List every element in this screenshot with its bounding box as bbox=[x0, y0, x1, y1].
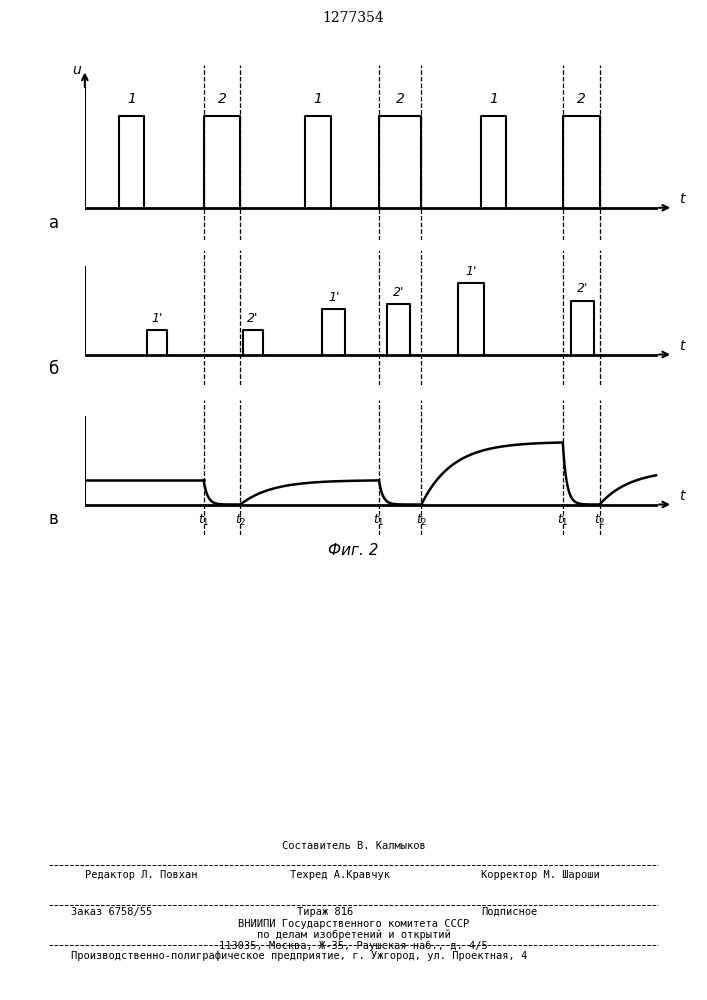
Text: u: u bbox=[72, 63, 81, 77]
Text: Фиг. 2: Фиг. 2 bbox=[328, 543, 379, 558]
Text: t: t bbox=[679, 192, 684, 206]
Text: 2': 2' bbox=[393, 286, 404, 299]
Text: Редактор Л. Повхан: Редактор Л. Повхан bbox=[85, 870, 197, 880]
Text: 2': 2' bbox=[577, 282, 588, 295]
Text: 2: 2 bbox=[396, 92, 404, 106]
Text: 2: 2 bbox=[577, 92, 585, 106]
Text: 1': 1' bbox=[465, 265, 477, 278]
Text: в: в bbox=[49, 510, 59, 528]
Text: $t_1$: $t_1$ bbox=[198, 513, 209, 528]
Text: 1': 1' bbox=[328, 291, 339, 304]
Text: Корректор М. Шароши: Корректор М. Шароши bbox=[481, 870, 600, 880]
Text: б: б bbox=[49, 360, 59, 378]
Text: ВНИИПИ Государственного комитета СССР: ВНИИПИ Государственного комитета СССР bbox=[238, 919, 469, 929]
Text: 1: 1 bbox=[127, 92, 136, 106]
Text: 113035, Москва, Ж-35, Раушская наб., д. 4/5: 113035, Москва, Ж-35, Раушская наб., д. … bbox=[219, 941, 488, 951]
Text: t: t bbox=[679, 489, 684, 503]
Text: $t_2$: $t_2$ bbox=[416, 513, 427, 528]
Text: 2: 2 bbox=[218, 92, 226, 106]
Text: а: а bbox=[49, 214, 59, 232]
Text: $t_1$: $t_1$ bbox=[373, 513, 385, 528]
Text: t: t bbox=[679, 339, 684, 353]
Text: $t_2$: $t_2$ bbox=[594, 513, 605, 528]
Text: 1277354: 1277354 bbox=[322, 11, 385, 25]
Text: по делам изобретений и открытий: по делам изобретений и открытий bbox=[257, 930, 450, 940]
Text: 1: 1 bbox=[489, 92, 498, 106]
Text: Составитель В. Калмыков: Составитель В. Калмыков bbox=[281, 841, 426, 851]
Text: $t_2$: $t_2$ bbox=[235, 513, 246, 528]
Text: Подписное: Подписное bbox=[481, 907, 537, 917]
Text: $t_1$: $t_1$ bbox=[557, 513, 568, 528]
Text: 1: 1 bbox=[314, 92, 322, 106]
Text: 2': 2' bbox=[247, 312, 259, 325]
Text: Тираж 816: Тираж 816 bbox=[297, 907, 354, 917]
Text: Техред А.Кравчук: Техред А.Кравчук bbox=[290, 870, 390, 880]
Text: Заказ 6758/55: Заказ 6758/55 bbox=[71, 907, 152, 917]
Text: Производственно-полиграфическое предприятие, г. Ужгород, ул. Проектная, 4: Производственно-полиграфическое предприя… bbox=[71, 950, 527, 961]
Text: 1': 1' bbox=[151, 312, 163, 325]
